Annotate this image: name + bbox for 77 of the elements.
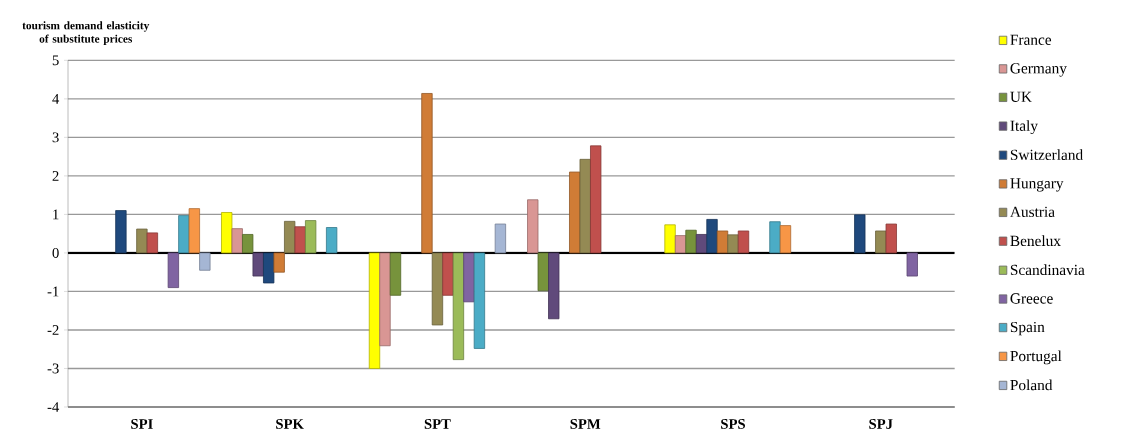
y-tick-label: 2 — [52, 171, 59, 181]
bar — [695, 234, 708, 254]
bar — [284, 220, 296, 254]
x-tick-label: SPI — [131, 419, 153, 429]
bar — [579, 158, 591, 254]
bar — [885, 223, 897, 254]
bar — [178, 215, 190, 254]
bar — [716, 230, 729, 254]
legend-label: Scandinavia — [1010, 264, 1085, 276]
bar — [263, 252, 275, 284]
bar — [494, 223, 507, 254]
bar — [167, 252, 180, 288]
y-tick-label: 1 — [53, 209, 59, 220]
bar — [379, 252, 391, 347]
bar — [473, 252, 486, 349]
bar — [779, 225, 792, 254]
y-tick-label: -1 — [47, 286, 59, 297]
legend-label: Switzerland — [1010, 149, 1083, 160]
bar — [421, 93, 433, 254]
bar — [221, 212, 233, 254]
y-tick-label: -4 — [47, 402, 60, 412]
bar — [115, 210, 127, 254]
bar — [727, 234, 739, 254]
bar — [325, 227, 338, 254]
legend-label: Portugal — [1010, 350, 1062, 365]
y-axis-title: tourism demand elasticity of substitute prices — [22, 21, 150, 45]
bar — [537, 252, 549, 292]
y-tick-label: -2 — [47, 325, 59, 335]
x-tick-label: SPK — [276, 419, 304, 429]
x-tick-label: SPM — [570, 419, 601, 429]
bar — [769, 221, 781, 254]
legend-label: Germany — [1010, 63, 1067, 77]
y-tick-label: -3 — [47, 363, 59, 374]
bar — [685, 229, 697, 254]
bar — [737, 230, 750, 254]
y-tick-label: 3 — [52, 132, 59, 143]
legend-label: France — [1010, 34, 1052, 45]
bar — [273, 252, 285, 273]
bar — [242, 234, 254, 254]
legend-label: Benelux — [1010, 235, 1061, 247]
x-tick-label: SPS — [721, 419, 746, 429]
legend-label: Greece — [1010, 293, 1053, 304]
bar — [548, 252, 560, 320]
bar — [188, 208, 200, 254]
y-tick-label: 4 — [52, 94, 60, 104]
bar — [231, 228, 243, 254]
legend-label: Austria — [1010, 206, 1055, 217]
bar — [664, 224, 676, 254]
bar — [146, 232, 159, 254]
legend-label: Hungary — [1010, 178, 1064, 192]
bar — [463, 252, 475, 303]
bar — [590, 145, 602, 254]
bar — [706, 219, 718, 254]
bar — [136, 228, 148, 254]
bar — [569, 171, 581, 254]
bar — [442, 252, 454, 296]
bar — [431, 252, 444, 326]
bar — [389, 252, 402, 296]
bar — [875, 230, 887, 254]
legend-label: Spain — [1010, 321, 1045, 336]
y-tick-label: 5 — [52, 55, 59, 66]
bar — [906, 252, 918, 277]
x-tick-label: SPT — [424, 419, 451, 429]
bar — [368, 252, 381, 369]
bar — [294, 226, 306, 254]
bar — [674, 235, 687, 254]
bar — [854, 214, 866, 254]
bar — [452, 252, 465, 361]
legend-label: Poland — [1010, 379, 1053, 391]
y-tick-label: 0 — [52, 247, 59, 258]
legend-label: Italy — [1010, 120, 1038, 135]
bar — [199, 252, 211, 271]
legend-label: UK — [1010, 91, 1032, 102]
bar — [527, 199, 539, 254]
bar — [252, 252, 264, 277]
bar — [305, 220, 317, 254]
x-tick-label: SPJ — [869, 419, 893, 429]
